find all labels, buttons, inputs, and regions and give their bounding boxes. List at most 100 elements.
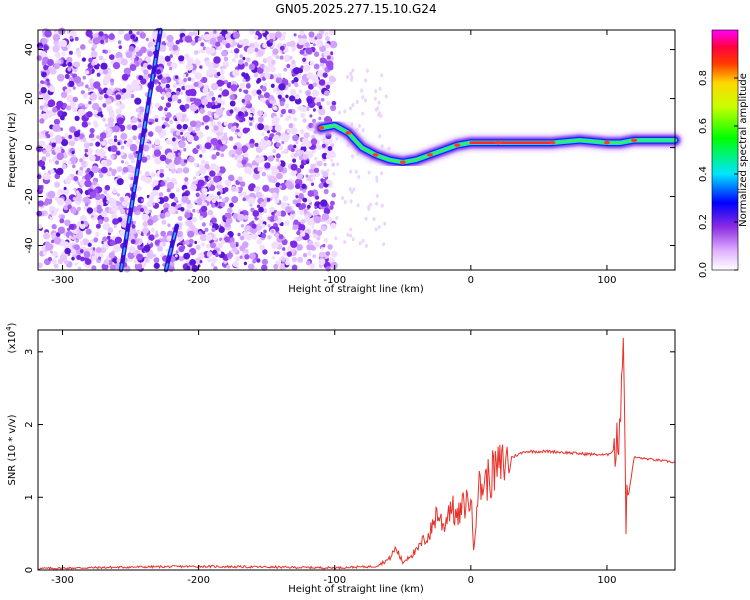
noise-blob xyxy=(309,61,314,66)
noise-blob xyxy=(172,44,179,51)
noise-blob xyxy=(92,43,97,49)
noise-blob xyxy=(67,204,72,210)
noise-blob xyxy=(226,252,233,259)
noise-blob xyxy=(375,194,379,198)
noise-blob xyxy=(133,220,137,225)
noise-blob xyxy=(134,262,143,271)
noise-blob xyxy=(110,145,118,153)
noise-blob xyxy=(92,96,97,101)
noise-blob xyxy=(330,104,337,112)
noise-blob xyxy=(37,159,46,167)
noise-blob xyxy=(343,109,347,114)
noise-blob xyxy=(242,56,246,61)
noise-blob xyxy=(36,55,42,61)
noise-blob xyxy=(113,245,121,253)
noise-blob xyxy=(293,144,297,149)
noise-blob xyxy=(244,225,252,233)
noise-blob xyxy=(286,251,293,257)
noise-blob xyxy=(267,224,271,228)
noise-blob xyxy=(134,97,142,105)
noise-blob xyxy=(159,44,167,52)
noise-blob xyxy=(248,63,256,71)
noise-blob xyxy=(190,77,195,83)
noise-blob xyxy=(87,242,92,247)
noise-blob xyxy=(138,58,143,64)
noise-blob xyxy=(358,123,361,128)
noise-blob xyxy=(52,250,58,257)
top-y-ticks: -40 -20 0 20 40 xyxy=(24,43,675,254)
noise-blob xyxy=(215,252,219,258)
noise-blob xyxy=(325,251,330,256)
noise-blob xyxy=(59,39,68,48)
noise-blob xyxy=(159,172,165,178)
noise-blob xyxy=(157,197,165,204)
noise-blob xyxy=(223,79,229,85)
colorbar-tick-label: 0.4 xyxy=(698,166,709,182)
noise-blob xyxy=(41,38,48,45)
noise-blob xyxy=(275,210,282,217)
noise-blob xyxy=(272,256,276,260)
noise-blob xyxy=(187,57,194,65)
noise-blob xyxy=(204,142,212,150)
noise-blob xyxy=(85,29,93,37)
noise-blob xyxy=(295,95,300,100)
noise-blob xyxy=(311,149,316,154)
noise-blob xyxy=(102,69,109,75)
noise-blob xyxy=(86,111,93,118)
noise-blob xyxy=(239,245,246,252)
noise-blob xyxy=(256,79,260,84)
noise-blob xyxy=(140,114,145,119)
chart-title: GN05.2025.277.15.10.G24 xyxy=(275,2,436,16)
noise-blob xyxy=(131,224,136,229)
noise-blob xyxy=(316,101,322,107)
noise-blob xyxy=(103,189,108,195)
noise-blob xyxy=(208,90,214,97)
y-tick-label: -20 xyxy=(24,188,35,204)
multiplier-base: (x10 xyxy=(7,331,18,354)
noise-blob xyxy=(296,236,302,242)
noise-blob xyxy=(143,69,149,75)
noise-blob xyxy=(318,79,326,86)
noise-blob xyxy=(40,87,47,94)
noise-blob xyxy=(202,115,210,123)
noise-blob xyxy=(115,51,123,60)
noise-blob xyxy=(166,188,171,193)
noise-blob xyxy=(303,64,311,72)
noise-blob xyxy=(47,256,53,262)
noise-blob xyxy=(78,266,82,270)
noise-blob xyxy=(89,191,97,199)
noise-blob xyxy=(172,146,178,152)
noise-blob xyxy=(47,59,54,66)
noise-blob xyxy=(80,44,86,50)
noise-blob xyxy=(330,51,334,55)
noise-blob xyxy=(115,150,121,156)
noise-blob xyxy=(296,173,303,180)
noise-blob xyxy=(207,258,212,263)
noise-blob xyxy=(289,55,293,60)
noise-blob xyxy=(42,149,47,154)
noise-blob xyxy=(108,49,112,53)
noise-blob xyxy=(292,199,298,205)
noise-blob xyxy=(233,107,238,112)
noise-blob xyxy=(186,97,192,103)
noise-blob xyxy=(348,187,352,192)
noise-blob xyxy=(42,251,47,256)
noise-blob xyxy=(49,85,56,93)
noise-blob xyxy=(322,72,328,78)
noise-blob xyxy=(288,109,293,114)
noise-blob xyxy=(137,230,142,235)
noise-blob xyxy=(264,162,271,169)
noise-blob xyxy=(37,224,43,229)
noise-blob xyxy=(170,62,178,69)
noise-blob xyxy=(72,229,77,234)
noise-blob xyxy=(323,162,327,167)
noise-blob xyxy=(109,197,117,205)
noise-blob xyxy=(147,219,154,226)
noise-blob xyxy=(321,213,330,221)
noise-blob xyxy=(201,98,209,106)
x-tick-label: -100 xyxy=(323,575,346,586)
noise-blob xyxy=(384,94,388,99)
noise-blob xyxy=(269,32,276,39)
noise-blob xyxy=(164,107,168,112)
noise-blob xyxy=(269,99,274,104)
